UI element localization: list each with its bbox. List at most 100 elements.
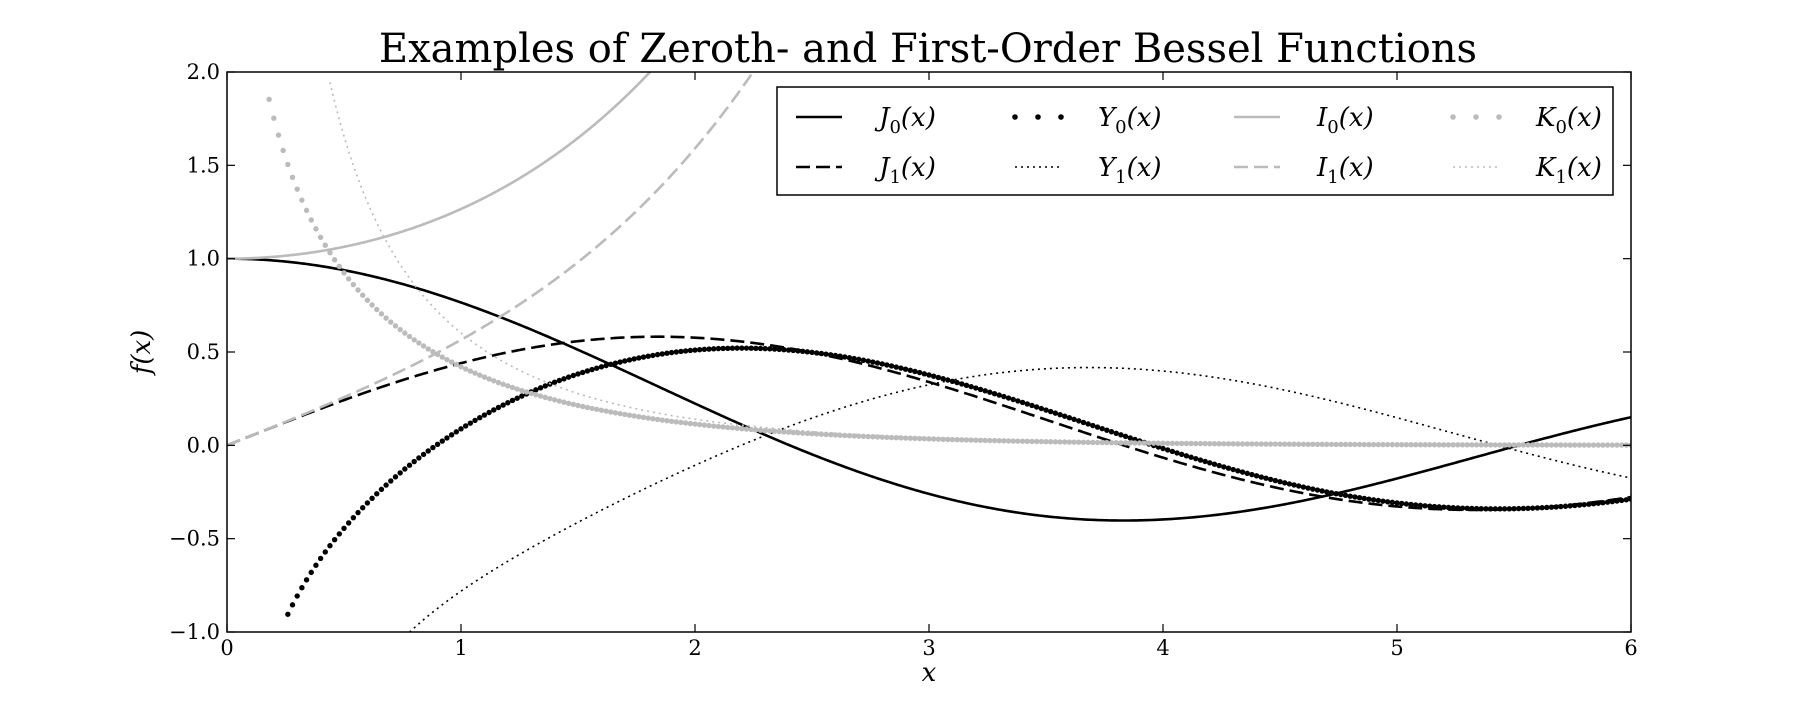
data-point (1319, 441, 1325, 448)
data-point (1473, 442, 1480, 448)
data-point (1347, 493, 1353, 499)
data-point (341, 270, 347, 276)
data-point (795, 348, 801, 354)
data-point (1487, 442, 1494, 448)
data-point (1043, 407, 1049, 413)
data-point (556, 398, 562, 404)
data-point (1413, 502, 1419, 508)
data-point (434, 351, 441, 358)
data-point (308, 217, 314, 223)
data-point (537, 393, 544, 399)
series-j1-line (227, 335, 1631, 512)
data-point (1235, 441, 1241, 447)
data-point (935, 436, 942, 442)
data-point (1530, 442, 1536, 448)
data-point (1324, 441, 1330, 448)
data-point (1305, 485, 1311, 491)
data-point (959, 381, 965, 387)
data-point (809, 431, 815, 437)
x-tick-label: 1 (454, 636, 467, 660)
data-point (416, 340, 422, 346)
data-point (739, 425, 745, 432)
data-point (1197, 457, 1204, 463)
data-point (519, 393, 525, 399)
data-point (963, 437, 970, 443)
y-tick-label: −0.5 (169, 527, 220, 551)
data-point (767, 428, 773, 434)
data-point (1427, 503, 1433, 509)
data-point (378, 486, 385, 493)
data-point (603, 362, 609, 369)
data-point (1113, 430, 1119, 436)
data-point (762, 427, 768, 434)
data-point (1094, 424, 1101, 430)
data-point (1534, 505, 1541, 511)
data-point (1286, 481, 1293, 487)
data-point (579, 403, 586, 410)
data-point (1188, 440, 1194, 447)
data-point (1595, 442, 1601, 448)
data-point (813, 431, 820, 437)
data-point (561, 376, 567, 382)
data-point (1249, 471, 1255, 478)
data-point (271, 115, 277, 121)
data-point (785, 347, 792, 353)
data-point (374, 491, 380, 497)
data-point (1581, 442, 1587, 448)
data-point (622, 411, 628, 418)
data-point (682, 420, 689, 426)
data-point (626, 412, 633, 418)
data-point (1062, 413, 1068, 419)
data-point (486, 409, 492, 416)
data-point (1108, 439, 1115, 446)
data-point (453, 361, 460, 368)
data-point (556, 377, 562, 384)
data-point (711, 423, 717, 429)
data-point (645, 353, 651, 359)
data-point (327, 543, 333, 549)
data-point (1188, 454, 1194, 460)
data-point (331, 536, 338, 543)
data-point (711, 346, 717, 352)
data-point (1281, 480, 1288, 486)
data-point (1090, 439, 1096, 446)
data-point (1614, 442, 1620, 448)
data-point (444, 435, 450, 441)
data-point (448, 359, 455, 365)
y-tick-label: 2.0 (187, 60, 220, 84)
data-point (743, 345, 750, 351)
data-point (692, 347, 698, 353)
data-point (1183, 453, 1190, 459)
data-point (1464, 505, 1470, 512)
data-point (1104, 427, 1110, 433)
data-point (1375, 497, 1381, 504)
data-point (1085, 421, 1091, 427)
data-point (266, 96, 272, 103)
data-point (383, 482, 389, 488)
data-point (416, 455, 422, 461)
data-point (912, 435, 918, 442)
data-point (1038, 438, 1045, 445)
data-point (1263, 441, 1269, 447)
data-point (659, 417, 665, 423)
data-point (837, 353, 843, 359)
data-point (1398, 500, 1405, 507)
data-point (303, 577, 310, 583)
data-point (509, 397, 516, 404)
data-point (912, 368, 918, 375)
data-point (472, 417, 478, 424)
data-point (1253, 441, 1260, 447)
data-point (1506, 506, 1513, 512)
data-point (1506, 442, 1513, 448)
data-point (893, 364, 899, 370)
data-point (1230, 466, 1236, 473)
data-point (388, 478, 394, 484)
data-point (495, 379, 502, 386)
legend: J0(x) J1(x) Y0(x) Y1(x) I0(x) I1(x) K0(x) K1(x) (776, 86, 1614, 196)
data-point (856, 356, 862, 363)
data-point (977, 386, 984, 393)
data-point (1455, 442, 1461, 448)
data-point (645, 415, 651, 421)
data-point (444, 356, 450, 363)
data-point (991, 390, 998, 397)
